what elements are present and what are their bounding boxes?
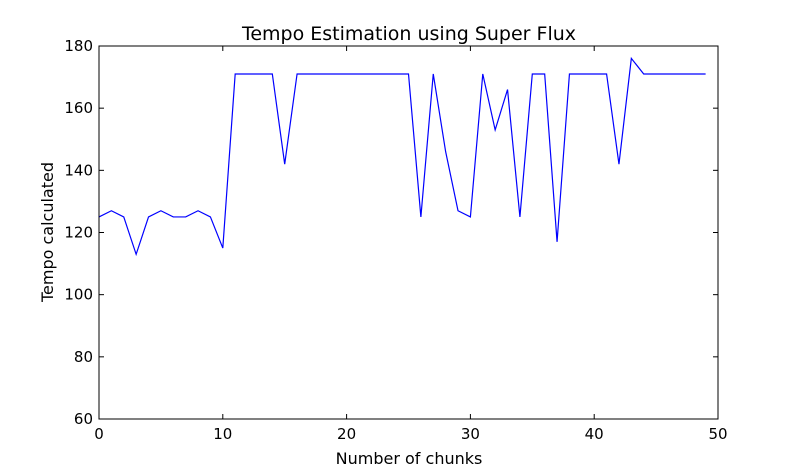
x-axis-label: Number of chunks — [336, 449, 483, 466]
x-tick-label: 50 — [708, 425, 727, 443]
x-tick-label: 20 — [337, 425, 356, 443]
x-tick-label: 0 — [94, 425, 104, 443]
y-axis-label: Tempo calculated — [38, 162, 57, 303]
x-tick-label: 30 — [461, 425, 480, 443]
plot-frame — [98, 45, 719, 420]
x-tick-label: 10 — [213, 425, 232, 443]
y-tick-label: 180 — [64, 37, 93, 55]
x-tick-label: 40 — [585, 425, 604, 443]
y-tick-label: 120 — [64, 224, 93, 242]
y-tick-label: 140 — [64, 161, 93, 179]
series-line-0 — [98, 56, 706, 257]
y-tick-label: 160 — [64, 99, 93, 117]
plot-area: 0 10 20 30 40 50 60 80 100 120 140 160 180 — [64, 37, 727, 443]
y-tick-label: 100 — [64, 286, 93, 304]
chart-title: Tempo Estimation using Super Flux — [241, 23, 576, 45]
y-tick-label: 80 — [74, 348, 93, 366]
y-tick-label: 60 — [74, 410, 93, 428]
